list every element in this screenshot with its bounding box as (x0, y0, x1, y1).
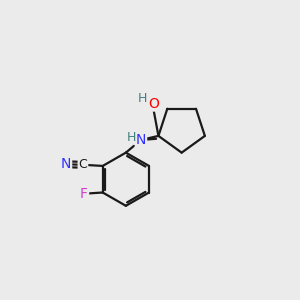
Text: H: H (127, 131, 136, 144)
Text: N: N (136, 133, 146, 147)
Text: O: O (148, 97, 159, 111)
Text: F: F (80, 187, 88, 201)
Text: H: H (138, 92, 148, 105)
Text: C: C (79, 158, 87, 171)
Text: N: N (61, 157, 71, 171)
